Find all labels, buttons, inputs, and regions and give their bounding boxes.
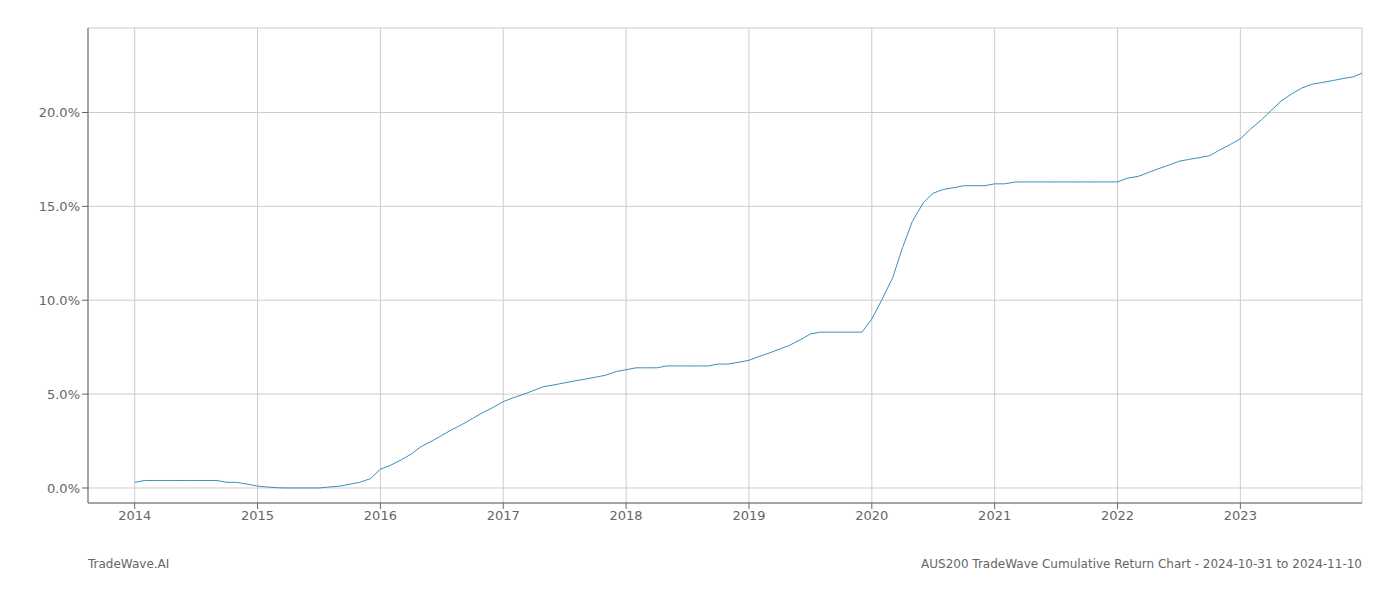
html-text:AUS200 TradeWave Cumulative Re: AUS200 TradeWave Cumulative Return Chart… [921, 557, 1362, 571]
svg-text:20.0%: 20.0% [39, 105, 80, 120]
svg-text:2015: 2015 [241, 508, 274, 523]
svg-text:5.0%: 5.0% [47, 387, 80, 402]
svg-text:2016: 2016 [364, 508, 397, 523]
svg-text:2020: 2020 [855, 508, 888, 523]
svg-text:15.0%: 15.0% [39, 199, 80, 214]
svg-text:2023: 2023 [1224, 508, 1257, 523]
svg-text:2021: 2021 [978, 508, 1011, 523]
svg-text:2017: 2017 [487, 508, 520, 523]
html-text:TradeWave.AI: TradeWave.AI [88, 557, 170, 571]
svg-text:2022: 2022 [1101, 508, 1134, 523]
svg-text:2014: 2014 [118, 508, 151, 523]
svg-text:2019: 2019 [732, 508, 765, 523]
svg-text:10.0%: 10.0% [39, 293, 80, 308]
svg-text:0.0%: 0.0% [47, 481, 80, 496]
svg-text:2018: 2018 [610, 508, 643, 523]
